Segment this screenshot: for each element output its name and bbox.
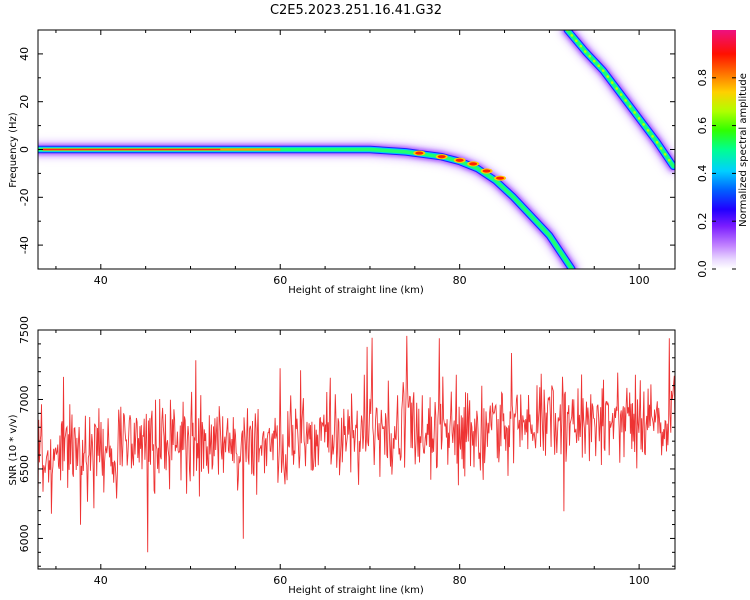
colorbar-tick-label: 0.8 — [696, 69, 709, 87]
spectrogram-x-ticks: 40 60 80 100 — [55, 30, 650, 287]
y-tick-label: 0 — [18, 146, 31, 153]
ridge-dot — [667, 158, 671, 162]
colorbar-tick-label: 0.0 — [696, 260, 709, 278]
x-tick-label: 40 — [94, 574, 108, 587]
ridge-dot — [637, 117, 641, 120]
x-tick-label: 60 — [273, 274, 287, 287]
snr-background — [38, 330, 675, 569]
ridge-dot — [624, 99, 627, 102]
colorbar-tick-label: 0.2 — [696, 212, 709, 230]
ridge-blob-core — [415, 151, 424, 155]
spectrogram-y-axis-label: Frequency (Hz) — [8, 112, 19, 188]
ridge-dot — [575, 39, 578, 43]
y-tick-label: 6000 — [18, 524, 31, 552]
ridge-dot — [663, 152, 667, 156]
ridge-blob-core — [496, 176, 505, 180]
ridge-dot — [659, 147, 663, 150]
ridge-dot — [610, 81, 614, 84]
spectrogram-y-ticks: -40 -20 0 20 40 — [18, 29, 675, 270]
x-tick-label: 80 — [453, 574, 467, 587]
ridge-blob-core — [469, 162, 478, 166]
x-tick-label: 100 — [629, 274, 650, 287]
ridge-dot — [655, 141, 659, 144]
x-tick-label: 100 — [629, 574, 650, 587]
ridge-blob-core — [482, 169, 491, 173]
snr-y-ticks: 6000 6500 7000 7500 — [18, 316, 675, 567]
snr-frame — [37, 329, 676, 570]
y-tick-label: 7500 — [18, 316, 31, 344]
colorbar-gradient — [712, 30, 736, 269]
x-tick-label: 40 — [94, 274, 108, 287]
spectrogram-panel: 40 60 80 100 -40 -20 0 20 40 Height of straight… — [8, 29, 676, 296]
ridge-dot — [588, 54, 592, 58]
ridge-dot — [583, 50, 587, 53]
ridge-dot — [615, 87, 618, 90]
snr-x-axis-label: Height of straight line (km) — [288, 585, 424, 596]
colorbar-ticks: 0.0 0.2 0.4 0.6 0.8 — [696, 69, 736, 278]
ridge-dot — [628, 105, 632, 108]
x-tick-label: 80 — [453, 274, 467, 287]
ridge-dot — [633, 111, 636, 114]
spectrogram-heatmap — [38, 30, 675, 269]
colorbar-tick-label: 0.6 — [696, 117, 709, 135]
y-tick-label: -40 — [18, 236, 31, 254]
x-tick-label: 60 — [273, 574, 287, 587]
ridge-dot — [619, 93, 623, 96]
figure-title: C2E5.2023.251.16.41.G32 — [270, 3, 442, 18]
ridge-dot — [606, 75, 610, 78]
colorbar: 0.0 0.2 0.4 0.6 0.8 Normalized spectral ampl… — [696, 30, 749, 278]
ridge-dot — [646, 129, 650, 132]
spectrogram-x-axis-label: Height of straight line (km) — [288, 285, 424, 296]
ridge-dot — [597, 64, 601, 68]
y-tick-label: 6500 — [18, 455, 31, 483]
ridge-dot — [651, 135, 654, 138]
colorbar-label: Normalized spectral amplitude — [738, 73, 749, 227]
y-tick-label: 20 — [18, 95, 31, 109]
y-tick-label: 40 — [18, 47, 31, 61]
snr-y-axis-label: SNR (10 * v/v) — [8, 414, 19, 485]
ridge-blob-core — [437, 155, 446, 159]
y-tick-label: -20 — [18, 188, 31, 206]
colorbar-tick-label: 0.4 — [696, 165, 709, 183]
ridge-dot — [592, 59, 596, 63]
ridge-blob-core — [455, 158, 464, 162]
snr-series-line — [38, 335, 675, 553]
ridge-dot — [570, 34, 574, 37]
y-tick-label: 7000 — [18, 385, 31, 413]
ridge-dot — [579, 44, 583, 48]
ridge-dot — [642, 123, 645, 126]
ridge-dot — [601, 69, 605, 72]
snr-panel: 40 60 80 100 6000 6500 7000 7500 Height of str… — [8, 316, 676, 596]
snr-x-ticks: 40 60 80 100 — [55, 330, 650, 587]
